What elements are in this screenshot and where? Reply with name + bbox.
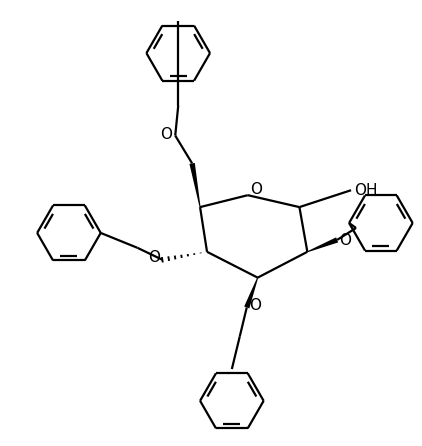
Text: OH: OH xyxy=(354,183,378,198)
Text: O: O xyxy=(160,127,172,142)
Text: O: O xyxy=(250,182,262,197)
Polygon shape xyxy=(307,237,338,252)
Text: O: O xyxy=(339,233,351,248)
Text: O: O xyxy=(149,250,160,265)
Polygon shape xyxy=(244,277,258,308)
Text: O: O xyxy=(249,298,261,313)
Polygon shape xyxy=(189,163,200,207)
